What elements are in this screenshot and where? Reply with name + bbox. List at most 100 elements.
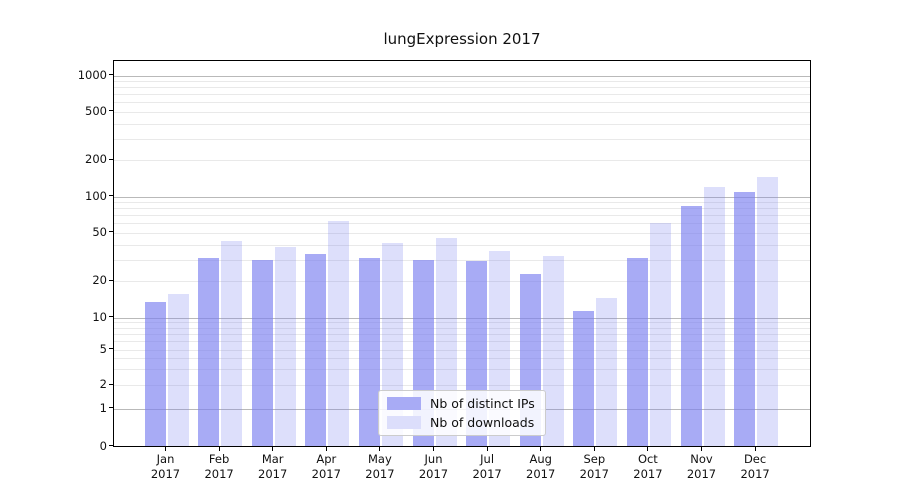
gridline-major-100 bbox=[114, 196, 810, 198]
x-tick-label-feb: Feb 2017 bbox=[192, 452, 246, 481]
x-tick-label-jun: Jun 2017 bbox=[407, 452, 461, 481]
y-tick-label-0: 0 bbox=[99, 438, 107, 453]
x-tick-month: Jan bbox=[156, 452, 175, 466]
y-tick-mark-50 bbox=[109, 231, 113, 233]
gridline-minor-80 bbox=[114, 208, 810, 210]
bar-ips-apr bbox=[305, 254, 327, 446]
chart-title: lungExpression 2017 bbox=[383, 30, 541, 48]
gridline-minor-8 bbox=[114, 327, 810, 329]
gridline-minor-800 bbox=[114, 87, 810, 89]
x-tick-label-nov: Nov 2017 bbox=[675, 452, 729, 481]
bar-downloads-jan bbox=[167, 294, 189, 446]
x-tick-mark-jul bbox=[486, 447, 488, 451]
y-tick-label-50: 50 bbox=[92, 224, 107, 239]
y-tick-label-2: 2 bbox=[99, 377, 107, 391]
bar-downloads-sep bbox=[596, 297, 618, 446]
y-tick-mark-5 bbox=[109, 348, 113, 349]
gridline-minor-90 bbox=[114, 202, 810, 204]
x-tick-year: 2017 bbox=[526, 466, 556, 481]
bar-downloads-mar bbox=[274, 246, 296, 446]
x-tick-label-dec: Dec 2017 bbox=[728, 452, 782, 481]
bar-downloads-nov bbox=[703, 187, 725, 446]
gridline-minor-20 bbox=[114, 281, 810, 283]
gridline-minor-70 bbox=[114, 215, 810, 217]
x-tick-year: 2017 bbox=[472, 466, 502, 481]
bar-ips-jan bbox=[144, 301, 166, 446]
y-tick-label-20: 20 bbox=[92, 273, 107, 288]
x-tick-year: 2017 bbox=[365, 466, 395, 481]
x-tick-mark-dec bbox=[754, 447, 756, 451]
x-tick-month: Nov bbox=[690, 452, 713, 466]
bar-ips-dec bbox=[734, 191, 756, 446]
gridline-minor-700 bbox=[114, 94, 810, 96]
x-tick-mark-nov bbox=[701, 447, 702, 451]
x-tick-label-may: May 2017 bbox=[353, 452, 407, 481]
gridline-minor-600 bbox=[114, 102, 810, 104]
x-tick-month: Sep bbox=[583, 452, 606, 466]
x-tick-year: 2017 bbox=[311, 466, 341, 481]
bar-downloads-dec bbox=[757, 176, 779, 446]
x-tick-year: 2017 bbox=[633, 466, 663, 481]
x-tick-year: 2017 bbox=[686, 466, 717, 481]
legend-label-downloads: Nb of downloads bbox=[430, 414, 535, 430]
gridline-minor-4 bbox=[114, 358, 810, 360]
x-tick-mark-apr bbox=[325, 447, 327, 451]
gridline-minor-400 bbox=[114, 123, 810, 125]
y-tick-mark-0 bbox=[109, 445, 113, 446]
gridline-minor-60 bbox=[114, 223, 810, 225]
x-tick-year: 2017 bbox=[204, 466, 234, 481]
bar-ips-mar bbox=[251, 259, 273, 446]
legend-swatch-downloads bbox=[387, 415, 421, 429]
gridline-minor-6 bbox=[114, 341, 810, 343]
gridline-minor-5 bbox=[114, 349, 810, 351]
plot-area bbox=[113, 60, 811, 447]
bar-downloads-aug bbox=[542, 256, 564, 446]
x-tick-mark-feb bbox=[218, 447, 220, 451]
gridline-minor-7 bbox=[114, 333, 810, 335]
y-tick-mark-2 bbox=[109, 383, 113, 385]
y-tick-label-1: 1 bbox=[99, 400, 107, 415]
bar-ips-feb bbox=[198, 257, 220, 446]
x-tick-year: 2017 bbox=[579, 466, 609, 481]
x-tick-month: Jun bbox=[424, 452, 443, 466]
y-tick-label-500: 500 bbox=[85, 103, 107, 118]
x-tick-label-jan: Jan 2017 bbox=[139, 452, 193, 481]
x-tick-label-sep: Sep 2017 bbox=[567, 452, 621, 481]
x-tick-month: Dec bbox=[743, 452, 767, 466]
x-tick-mark-sep bbox=[593, 447, 595, 451]
x-tick-month: May bbox=[368, 452, 392, 466]
x-tick-month: Aug bbox=[529, 452, 552, 466]
gridline-minor-200 bbox=[114, 160, 810, 162]
x-tick-month: Jul bbox=[480, 452, 495, 466]
x-tick-year: 2017 bbox=[150, 466, 181, 481]
bar-ips-sep bbox=[573, 310, 595, 446]
gridline-minor-500 bbox=[114, 111, 810, 113]
gridline-minor-40 bbox=[114, 244, 810, 246]
x-tick-month: Feb bbox=[208, 452, 230, 466]
gridline-major-10 bbox=[114, 317, 810, 319]
bar-downloads-feb bbox=[221, 241, 243, 446]
legend-label-distinct-ips: Nb of distinct IPs bbox=[430, 396, 535, 412]
legend-entry-downloads: Nb of downloads bbox=[387, 415, 537, 430]
x-tick-mark-aug bbox=[540, 447, 542, 451]
y-tick-mark-1000 bbox=[109, 74, 113, 75]
y-tick-label-1000: 1000 bbox=[77, 67, 107, 82]
x-tick-label-oct: Oct 2017 bbox=[621, 452, 675, 481]
x-tick-mark-jun bbox=[433, 447, 434, 451]
y-tick-label-200: 200 bbox=[85, 152, 107, 167]
x-tick-mark-oct bbox=[647, 447, 649, 451]
gridline-minor-50 bbox=[114, 232, 810, 234]
x-tick-mark-may bbox=[379, 447, 381, 451]
gridline-minor-300 bbox=[114, 138, 810, 140]
gridline-minor-3 bbox=[114, 369, 810, 371]
gridline-minor-2 bbox=[114, 385, 810, 386]
bar-ips-oct bbox=[626, 257, 648, 446]
x-tick-mark-mar bbox=[272, 447, 274, 451]
gridline-minor-9 bbox=[114, 322, 810, 324]
x-tick-mark-jan bbox=[165, 447, 166, 451]
x-tick-year: 2017 bbox=[258, 466, 288, 481]
bar-ips-nov bbox=[680, 206, 702, 446]
y-tick-mark-100 bbox=[109, 195, 113, 196]
y-tick-mark-20 bbox=[109, 279, 113, 281]
gridline-minor-900 bbox=[114, 81, 810, 83]
